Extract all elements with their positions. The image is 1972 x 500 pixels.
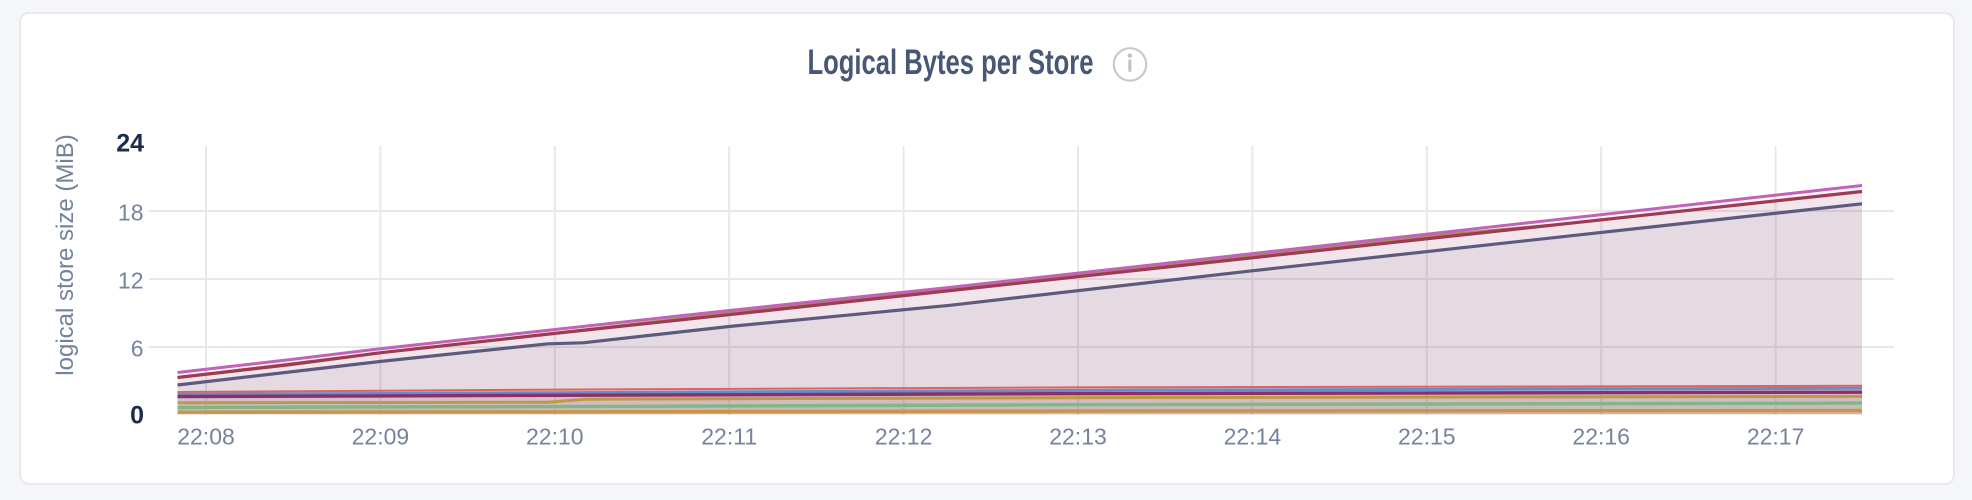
svg-text:Logical Bytes per Store: Logical Bytes per Store [807,43,1093,82]
svg-text:6: 6 [131,336,144,362]
svg-text:22:09: 22:09 [352,424,410,450]
svg-text:22:16: 22:16 [1572,424,1630,450]
svg-text:18: 18 [118,200,144,226]
svg-text:22:17: 22:17 [1747,424,1805,450]
svg-text:22:15: 22:15 [1398,424,1456,450]
svg-text:22:11: 22:11 [701,424,757,450]
svg-text:22:13: 22:13 [1049,424,1107,450]
svg-text:logical store size (MiB): logical store size (MiB) [52,134,79,375]
svg-text:22:10: 22:10 [526,424,584,450]
svg-text:24: 24 [116,130,144,158]
svg-text:22:08: 22:08 [177,424,235,450]
svg-text:12: 12 [118,268,144,294]
svg-text:22:12: 22:12 [875,424,933,450]
svg-text:22:14: 22:14 [1224,424,1282,450]
svg-text:0: 0 [130,402,144,430]
